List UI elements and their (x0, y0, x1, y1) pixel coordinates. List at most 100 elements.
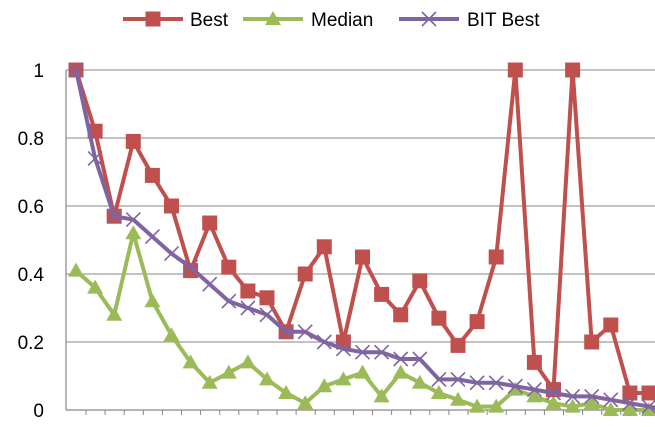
data-point-median (392, 364, 409, 379)
data-point-median (621, 402, 638, 416)
data-point-median (488, 398, 505, 413)
legend: Best Median BIT Best (123, 10, 540, 31)
data-point-median (450, 391, 466, 406)
data-point-median (220, 364, 237, 379)
data-point-bit-best (278, 324, 294, 340)
data-point-best (316, 239, 332, 255)
y-tick-label: 0 (33, 401, 44, 422)
data-point-best (603, 317, 619, 333)
data-point-median (144, 293, 161, 308)
data-point-median (239, 354, 256, 369)
data-point-median (259, 371, 275, 386)
data-point-median (316, 378, 333, 393)
data-point-best (374, 286, 390, 302)
data-point-median (182, 354, 199, 369)
legend-item-bit-best: BIT Best (399, 10, 540, 31)
data-point-bit-best (240, 300, 256, 316)
y-tick-label: 0.8 (18, 129, 44, 150)
data-point-best (144, 167, 160, 183)
data-point-bit-best (450, 371, 466, 387)
data-point-median (411, 374, 428, 389)
data-point-bit-best (565, 388, 581, 404)
data-point-bit-best (202, 276, 218, 292)
legend-label: BIT Best (467, 10, 540, 31)
data-point-best (584, 334, 600, 350)
data-point-bit-best (488, 375, 504, 391)
data-point-bit-best (183, 259, 199, 275)
data-point-bit-best (68, 62, 84, 78)
legend-marker-median (265, 11, 281, 25)
data-point-bit-best (526, 382, 542, 398)
data-point-median (469, 398, 486, 413)
data-point-bit-best (163, 246, 180, 262)
data-point-bit-best (106, 208, 122, 224)
data-point-median (430, 385, 447, 399)
data-point-best (164, 198, 179, 214)
data-point-bit-best (641, 399, 655, 415)
data-point-best (431, 310, 447, 326)
data-point-best (125, 133, 141, 149)
data-point-bit-best (297, 324, 313, 340)
data-point-bit-best (335, 341, 351, 357)
y-tick-label: 0.4 (18, 265, 45, 286)
data-point-bit-best (87, 150, 103, 166)
data-point-bit-best (545, 385, 562, 401)
y-tick-label: 1 (33, 61, 44, 82)
data-point-bit-best (393, 351, 409, 367)
data-point-median (641, 402, 655, 416)
data-point-median (507, 381, 524, 396)
data-point-median (201, 374, 218, 389)
series-median (68, 225, 655, 416)
data-point-bit-best (221, 293, 237, 309)
data-point-bit-best (507, 378, 523, 394)
data-point-bit-best (144, 229, 160, 245)
data-point-median (583, 395, 600, 410)
legend-marker-best (145, 11, 161, 27)
data-point-best (507, 62, 523, 78)
data-point-median (526, 388, 543, 403)
data-point-median (564, 398, 581, 413)
data-point-median (278, 385, 295, 399)
data-point-best (622, 385, 638, 401)
data-point-bit-best (431, 371, 447, 387)
legend-item-best: Best (123, 10, 229, 31)
legend-label: Median (311, 10, 373, 31)
y-tick-label: 0.2 (18, 333, 44, 354)
data-point-best (259, 290, 275, 306)
data-point-median (545, 395, 562, 410)
data-point-best (450, 337, 466, 353)
data-point-best (526, 354, 542, 370)
data-point-median (602, 402, 619, 416)
data-point-median (354, 364, 371, 379)
data-point-median (335, 371, 352, 386)
data-point-best (393, 307, 409, 323)
data-point-median (87, 279, 104, 294)
data-point-bit-best (354, 344, 371, 360)
data-point-bit-best (374, 344, 390, 360)
data-point-best (355, 249, 370, 265)
legend-label: Best (190, 10, 229, 31)
data-point-best (412, 273, 428, 289)
data-point-median (106, 306, 123, 321)
data-point-bit-best (259, 307, 275, 323)
data-point-median (297, 395, 314, 410)
data-point-best (297, 266, 313, 282)
data-point-bit-best (584, 388, 600, 404)
data-point-best (240, 283, 256, 299)
series-bit-best (68, 62, 655, 415)
y-tick-labels: 0 0.2 0.4 0.6 0.8 1 (18, 61, 45, 422)
data-point-bit-best (603, 392, 619, 408)
data-point-median (373, 388, 390, 403)
data-point-median (163, 327, 180, 342)
data-point-best (202, 215, 218, 231)
data-point-median (125, 225, 142, 240)
data-point-best (469, 314, 485, 330)
data-point-bit-best (125, 212, 141, 228)
data-point-best (641, 385, 655, 401)
data-point-bit-best (469, 375, 485, 391)
data-point-median (68, 262, 84, 277)
data-point-best (488, 249, 504, 265)
legend-item-median: Median (243, 10, 373, 31)
